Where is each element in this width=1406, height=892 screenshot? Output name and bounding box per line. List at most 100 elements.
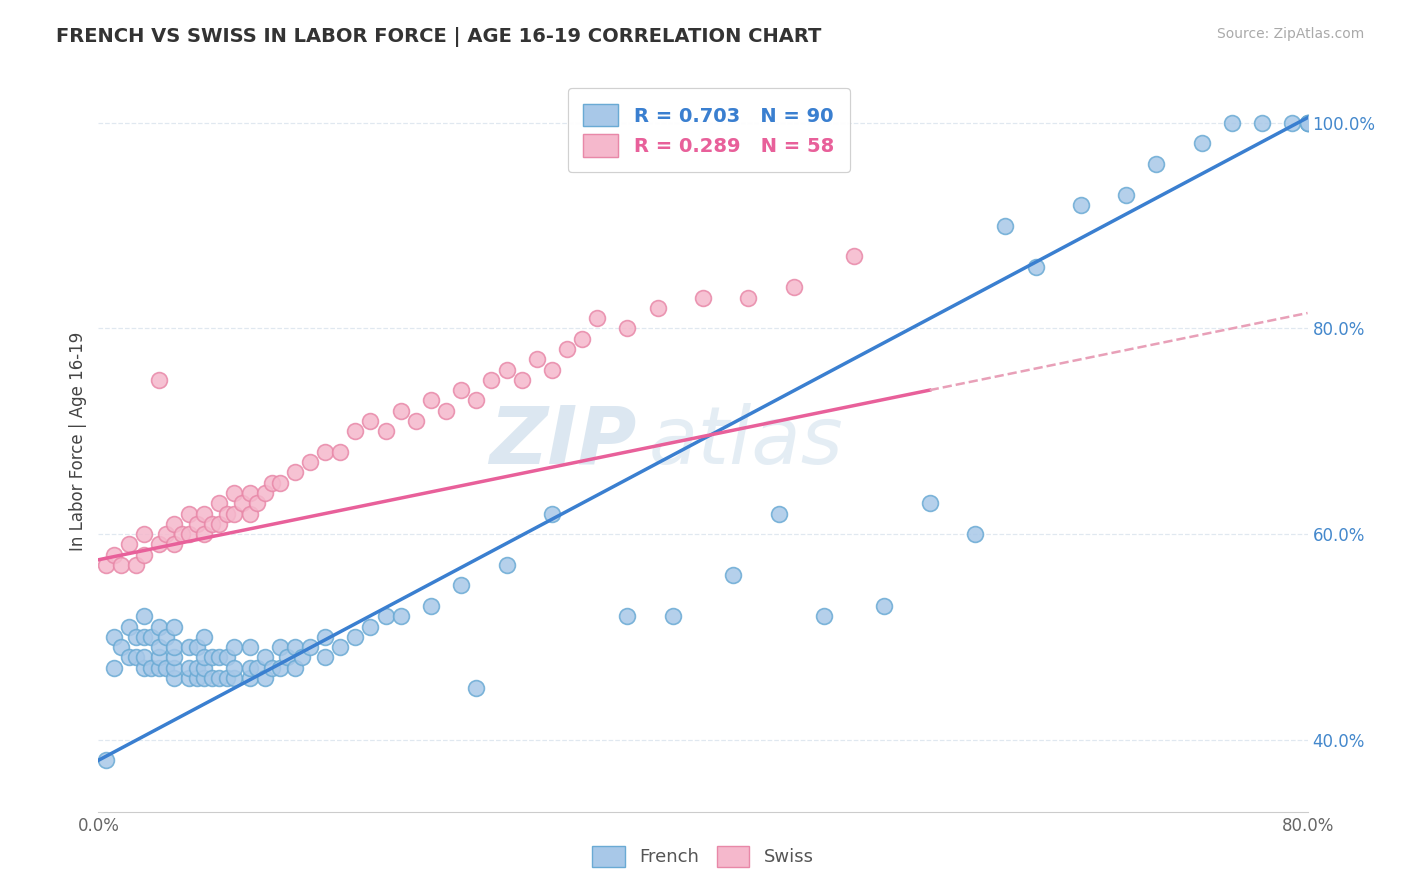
- Point: [103, 661, 125, 675]
- Point: [389, 609, 412, 624]
- Point: [179, 527, 201, 541]
- Point: [208, 496, 231, 510]
- Point: [193, 527, 215, 541]
- Point: [526, 352, 548, 367]
- Point: [155, 630, 177, 644]
- Point: [329, 640, 352, 655]
- Point: [314, 445, 336, 459]
- Point: [94, 558, 117, 572]
- Point: [389, 403, 412, 417]
- Point: [291, 650, 314, 665]
- Point: [1024, 260, 1046, 274]
- Point: [148, 373, 170, 387]
- Point: [1220, 116, 1243, 130]
- Point: [103, 630, 125, 644]
- Point: [269, 475, 291, 490]
- Point: [344, 630, 367, 644]
- Point: [284, 466, 307, 480]
- Point: [215, 507, 238, 521]
- Legend: French, Swiss: French, Swiss: [585, 838, 821, 874]
- Point: [208, 671, 231, 685]
- Point: [873, 599, 896, 613]
- Point: [179, 640, 201, 655]
- Point: [148, 650, 170, 665]
- Point: [314, 650, 336, 665]
- Point: [179, 671, 201, 685]
- Point: [434, 403, 457, 417]
- Point: [374, 424, 396, 438]
- Point: [481, 373, 503, 387]
- Point: [495, 362, 517, 376]
- Point: [1144, 157, 1167, 171]
- Point: [170, 527, 193, 541]
- Point: [224, 671, 246, 685]
- Point: [1115, 187, 1137, 202]
- Point: [186, 661, 208, 675]
- Point: [215, 671, 238, 685]
- Point: [201, 671, 224, 685]
- Point: [1281, 116, 1303, 130]
- Point: [360, 619, 382, 633]
- Point: [163, 516, 186, 531]
- Point: [110, 640, 132, 655]
- Point: [141, 661, 163, 675]
- Point: [253, 650, 276, 665]
- Point: [813, 609, 835, 624]
- Point: [1296, 116, 1319, 130]
- Point: [208, 516, 231, 531]
- Point: [125, 650, 148, 665]
- Point: [450, 578, 472, 592]
- Point: [148, 619, 170, 633]
- Point: [163, 650, 186, 665]
- Point: [193, 630, 215, 644]
- Point: [269, 661, 291, 675]
- Point: [239, 507, 262, 521]
- Point: [132, 661, 155, 675]
- Point: [965, 527, 987, 541]
- Point: [344, 424, 367, 438]
- Point: [163, 537, 186, 551]
- Point: [193, 671, 215, 685]
- Point: [186, 640, 208, 655]
- Point: [262, 475, 284, 490]
- Y-axis label: In Labor Force | Age 16-19: In Labor Force | Age 16-19: [69, 332, 87, 551]
- Point: [163, 671, 186, 685]
- Point: [239, 640, 262, 655]
- Point: [586, 311, 609, 326]
- Point: [783, 280, 806, 294]
- Point: [540, 507, 562, 521]
- Point: [253, 486, 276, 500]
- Point: [224, 486, 246, 500]
- Point: [465, 681, 488, 696]
- Point: [768, 507, 790, 521]
- Point: [193, 507, 215, 521]
- Point: [405, 414, 427, 428]
- Point: [692, 291, 714, 305]
- Point: [224, 640, 246, 655]
- Point: [420, 393, 443, 408]
- Point: [193, 661, 215, 675]
- Point: [661, 609, 683, 624]
- Point: [148, 661, 170, 675]
- Point: [163, 661, 186, 675]
- Point: [374, 609, 396, 624]
- Point: [132, 650, 155, 665]
- Point: [201, 516, 224, 531]
- Point: [163, 619, 186, 633]
- Point: [224, 507, 246, 521]
- Point: [186, 516, 208, 531]
- Point: [571, 332, 593, 346]
- Point: [495, 558, 517, 572]
- Point: [269, 640, 291, 655]
- Point: [299, 455, 322, 469]
- Point: [450, 383, 472, 397]
- Point: [118, 537, 141, 551]
- Point: [201, 650, 224, 665]
- Point: [231, 496, 253, 510]
- Point: [179, 661, 201, 675]
- Point: [555, 342, 578, 356]
- Point: [262, 661, 284, 675]
- Point: [1251, 116, 1274, 130]
- Point: [125, 558, 148, 572]
- Point: [141, 630, 163, 644]
